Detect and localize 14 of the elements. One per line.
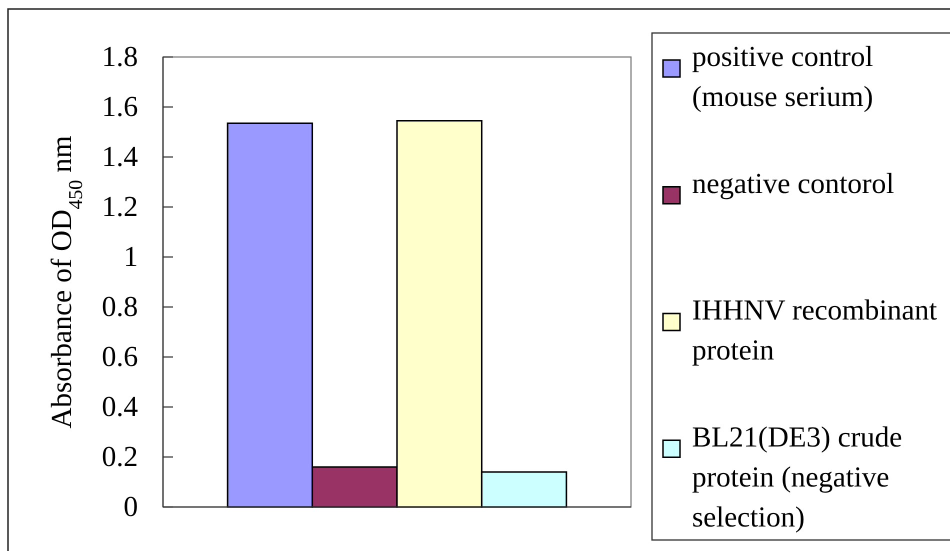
legend-label: BL21(DE3) crude protein (negative selection): [692, 421, 902, 534]
y-tick-label: 0: [124, 491, 138, 523]
y-tick-label: 1: [124, 241, 138, 273]
y-tick-label: 0.6: [102, 341, 138, 373]
y-tick-label: 0.2: [102, 441, 138, 473]
y-tick-label: 1.8: [102, 41, 138, 73]
y-tick-label: 0.8: [102, 291, 138, 323]
y-tick-label: 0.4: [102, 391, 138, 423]
legend-label: IHHNV recombinant protein: [692, 294, 938, 366]
y-tick-label: 1.4: [102, 141, 138, 173]
legend-label: negative contorol: [692, 168, 894, 200]
legend-label: positive control (mouse serium): [692, 41, 874, 113]
y-tick-label: 1.6: [102, 91, 138, 123]
y-tick-label: 1.2: [102, 191, 138, 223]
